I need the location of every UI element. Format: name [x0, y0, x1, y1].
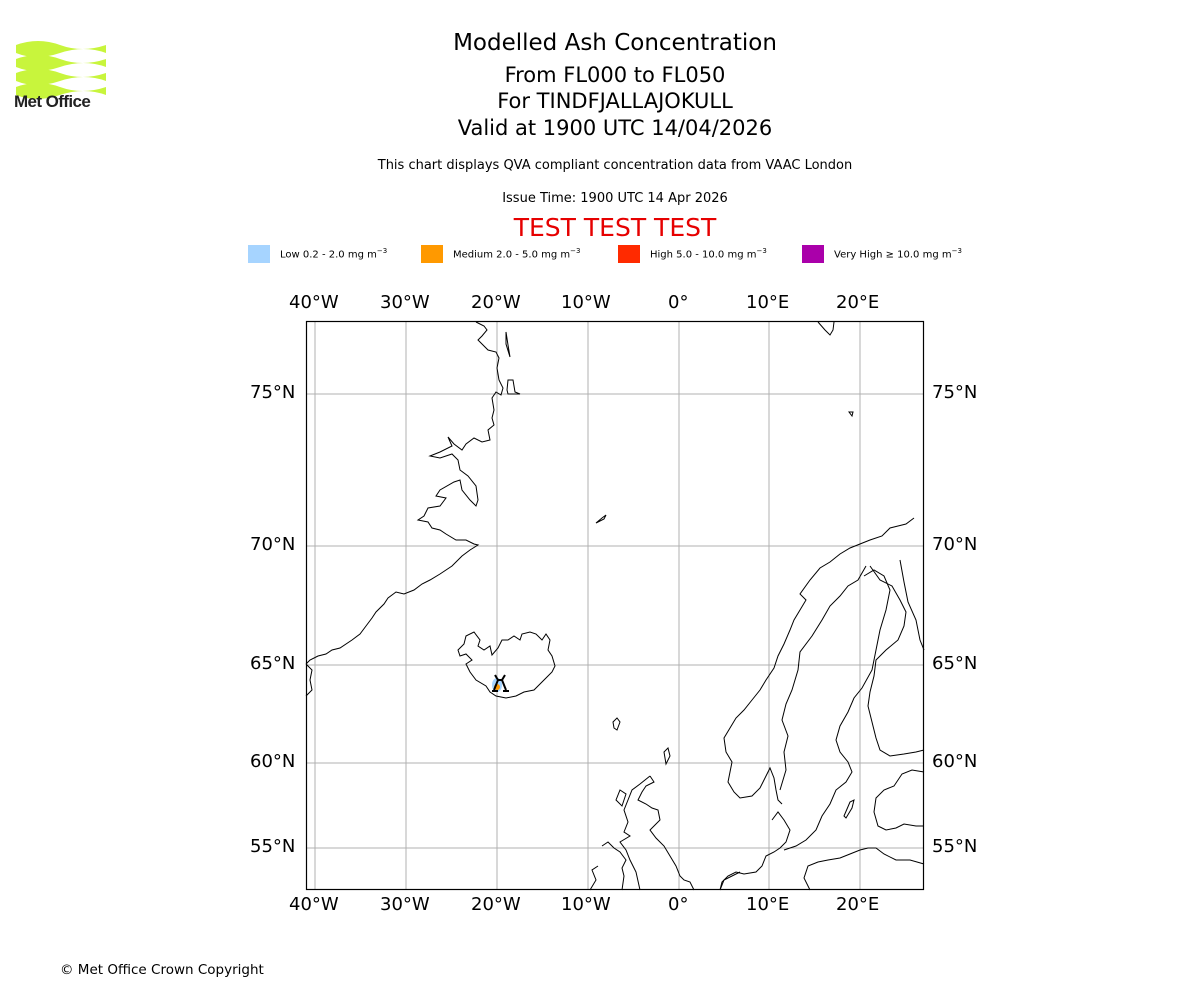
chart-title: Modelled Ash Concentration [453, 30, 777, 56]
gotland [843, 799, 855, 819]
lon-tick-bottom: 40°W [289, 894, 339, 915]
legend-swatch-very-high [802, 245, 824, 263]
lithuania-poland [803, 847, 925, 891]
gridlines [306, 321, 924, 890]
lat-tick-right: 65°N [932, 653, 978, 674]
lon-tick-top: 20°E [836, 292, 880, 313]
norway-sweden-border [779, 565, 867, 791]
shetland-islands [663, 747, 671, 766]
legend-item-medium: Medium 2.0 - 5.0 mg m−3 [421, 244, 580, 264]
lat-tick-left: 55°N [250, 836, 296, 857]
legend-label-very-high: Very High ≥ 10.0 mg m−3 [834, 247, 962, 261]
lon-tick-top: 0° [668, 292, 689, 313]
lon-tick-top: 10°W [561, 292, 611, 313]
legend-swatch-high [618, 245, 640, 263]
legend-swatch-low [248, 245, 270, 263]
baltic-states [873, 769, 925, 831]
netherlands-coast [719, 871, 741, 891]
svalbard-coast [817, 321, 835, 336]
lon-tick-bottom: 0° [668, 894, 689, 915]
great-britain-coast [637, 775, 695, 891]
bear-island [848, 411, 854, 418]
faroe-islands [612, 717, 621, 731]
iceland-coast [457, 631, 556, 699]
denmark-coast [719, 811, 791, 891]
lon-tick-bottom: 30°W [380, 894, 430, 915]
lat-tick-right: 60°N [932, 751, 978, 772]
scotland-west [619, 775, 651, 891]
legend-label-medium: Medium 2.0 - 5.0 mg m−3 [453, 247, 581, 261]
finland-coast [867, 565, 925, 757]
greenland-island-2 [506, 379, 521, 395]
flight-level-range: From FL000 to FL050 [504, 63, 726, 87]
chart-description: This chart displays QVA compliant concen… [377, 158, 853, 173]
lat-tick-left: 75°N [250, 382, 296, 403]
legend-label-low: Low 0.2 - 2.0 mg m−3 [280, 247, 388, 261]
lat-tick-left: 60°N [250, 751, 296, 772]
norway-coast [723, 517, 915, 805]
lat-tick-left: 65°N [250, 653, 296, 674]
lon-tick-top: 30°W [380, 292, 430, 313]
coastlines [305, 321, 925, 891]
volcano-marker-icon [492, 674, 509, 692]
lon-tick-bottom: 10°W [561, 894, 611, 915]
volcano-name: For TINDFJALLAJOKULL [497, 89, 733, 113]
lon-tick-top: 40°W [289, 292, 339, 313]
legend-item-high: High 5.0 - 10.0 mg m−3 [618, 244, 767, 264]
legend-item-very-high: Very High ≥ 10.0 mg m−3 [802, 244, 962, 264]
lon-tick-top: 20°W [471, 292, 521, 313]
lon-tick-top: 10°E [746, 292, 790, 313]
lat-tick-left: 70°N [250, 534, 296, 555]
issue-time: Issue Time: 1900 UTC 14 Apr 2026 [502, 191, 728, 206]
jan-mayen [595, 514, 607, 524]
ireland-coast [589, 841, 627, 891]
hebrides [615, 789, 627, 807]
test-banner: TEST TEST TEST [513, 213, 717, 242]
greenland-coast [305, 321, 504, 665]
met-office-logo-waves-icon [16, 41, 106, 99]
met-office-logo-text: Met Office [14, 92, 91, 111]
lon-tick-bottom: 20°W [471, 894, 521, 915]
greenland-island [505, 331, 511, 358]
copyright-notice: © Met Office Crown Copyright [60, 962, 264, 978]
greenland-south-tip [305, 663, 313, 697]
legend-label-high: High 5.0 - 10.0 mg m−3 [650, 247, 767, 261]
legend-swatch-medium [421, 245, 443, 263]
lat-tick-right: 75°N [932, 382, 978, 403]
legend-item-low: Low 0.2 - 2.0 mg m−3 [248, 244, 387, 264]
lat-tick-right: 55°N [932, 836, 978, 857]
lon-tick-bottom: 20°E [836, 894, 880, 915]
finland-east [899, 559, 925, 651]
lon-tick-bottom: 10°E [746, 894, 790, 915]
sweden-finland-border [783, 569, 891, 851]
valid-time: Valid at 1900 UTC 14/04/2026 [457, 116, 773, 140]
lat-tick-right: 70°N [932, 534, 978, 555]
map-frame [305, 320, 925, 891]
